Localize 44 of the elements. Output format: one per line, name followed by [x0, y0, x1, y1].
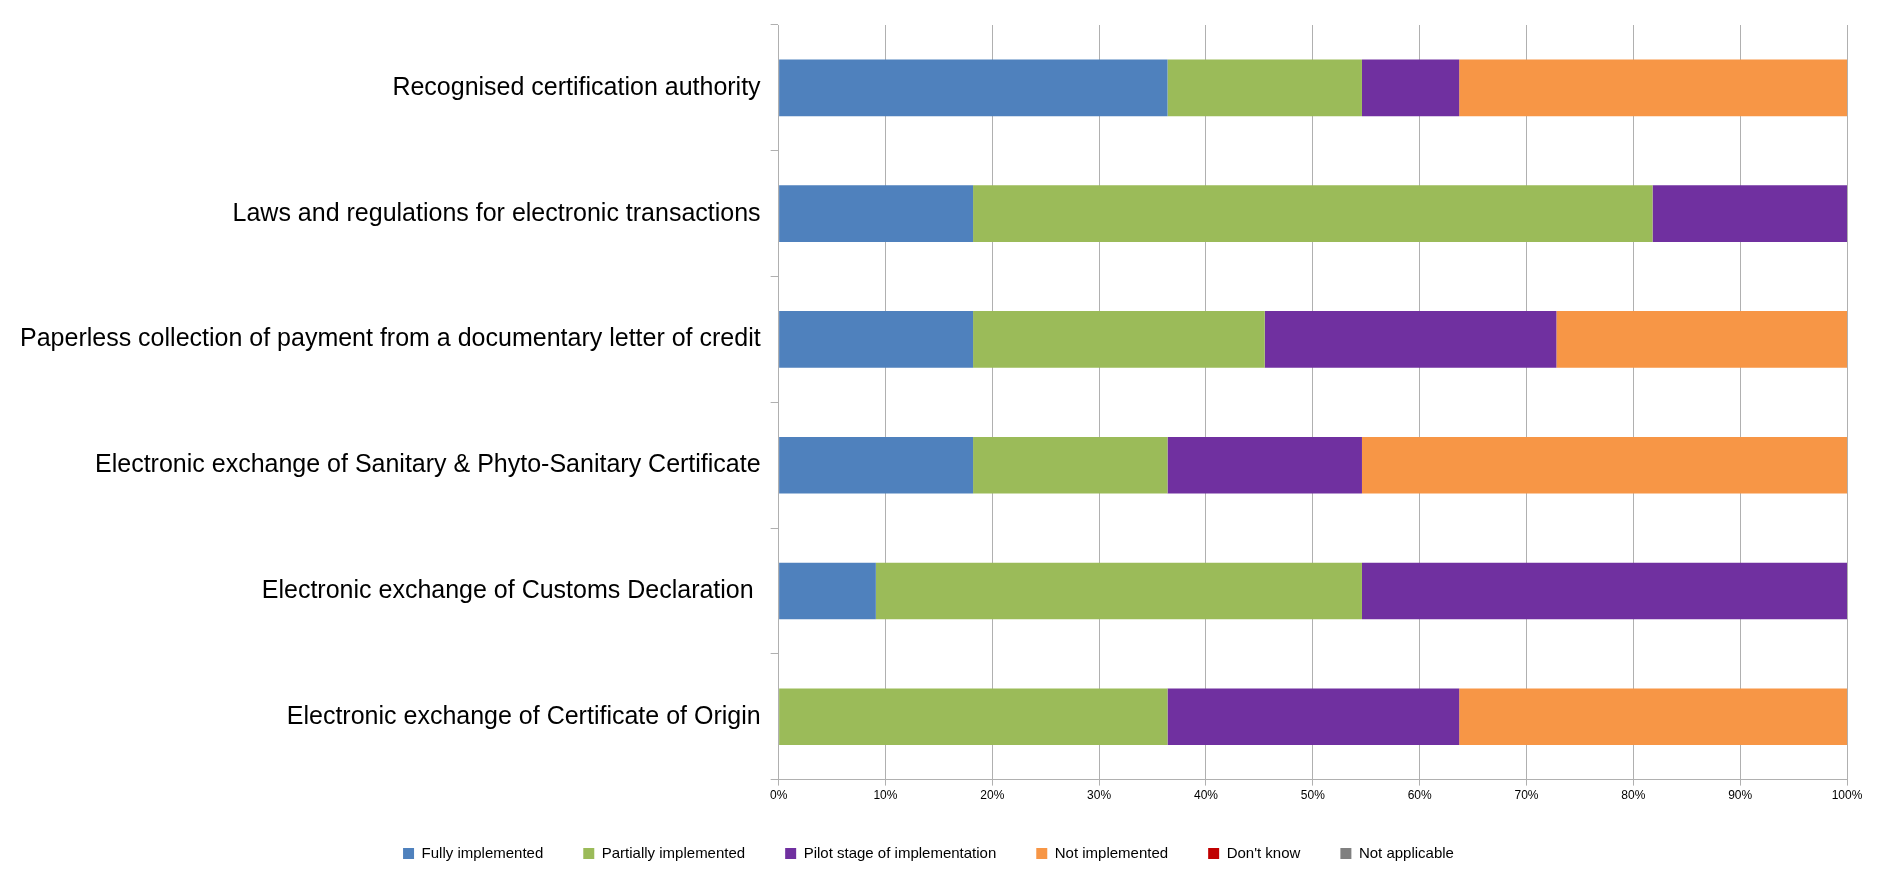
x-tick-label: 10% — [873, 788, 898, 803]
bar — [779, 436, 974, 494]
bar — [1361, 59, 1460, 117]
y-tick-label: Electronic exchange of Customs Declaration — [261, 574, 761, 603]
x-tick-label: 30% — [1087, 788, 1112, 803]
x-tick-label: 50% — [1300, 788, 1326, 803]
x-tick-label: 0% — [769, 788, 788, 803]
bar — [1167, 688, 1460, 746]
x-tick-label: 100% — [1831, 788, 1863, 803]
bar — [1167, 436, 1362, 494]
y-tick-label: Electronic exchange of Sanitary & Phyto-Sanitary Certificate — [95, 449, 761, 478]
x-tick-label: 60% — [1407, 788, 1432, 803]
bar — [1264, 311, 1557, 368]
x-tick-label: 20% — [980, 788, 1005, 803]
bar — [1556, 311, 1847, 368]
legend-label: Fully implemented — [421, 843, 544, 861]
bar — [779, 59, 1168, 117]
bar — [875, 562, 1362, 620]
bar — [1459, 59, 1847, 117]
bar — [973, 185, 1653, 242]
bar — [973, 311, 1265, 368]
bar — [1652, 185, 1847, 242]
bar — [1459, 688, 1847, 746]
y-tick-label: Laws and regulations for electronic transactions — [232, 197, 761, 226]
x-tick-label: 70% — [1514, 788, 1539, 803]
x-tick-label: 90% — [1728, 788, 1753, 803]
x-tick-label: 40% — [1193, 788, 1219, 803]
bar — [1361, 562, 1847, 620]
bar — [779, 185, 974, 242]
legend-label: Not implemented — [1054, 843, 1169, 861]
bar — [779, 311, 974, 368]
bar — [779, 688, 1168, 746]
bar — [973, 436, 1168, 494]
bar — [1167, 59, 1362, 117]
bar — [1361, 436, 1847, 494]
legend-label: Don't know — [1226, 843, 1301, 861]
legend-label: Not applicable — [1358, 843, 1454, 861]
legend-label: Pilot stage of implementation — [803, 843, 997, 861]
bar — [779, 562, 876, 620]
y-tick-label: Paperless collection of payment from a documentary letter of credit — [20, 323, 761, 352]
y-tick-label: Recognised certification authority — [392, 71, 762, 100]
legend-label: Partially implemented — [601, 843, 746, 861]
x-tick-label: 80% — [1621, 788, 1646, 803]
y-tick-label: Electronic exchange of Certificate of Origin — [286, 700, 761, 729]
